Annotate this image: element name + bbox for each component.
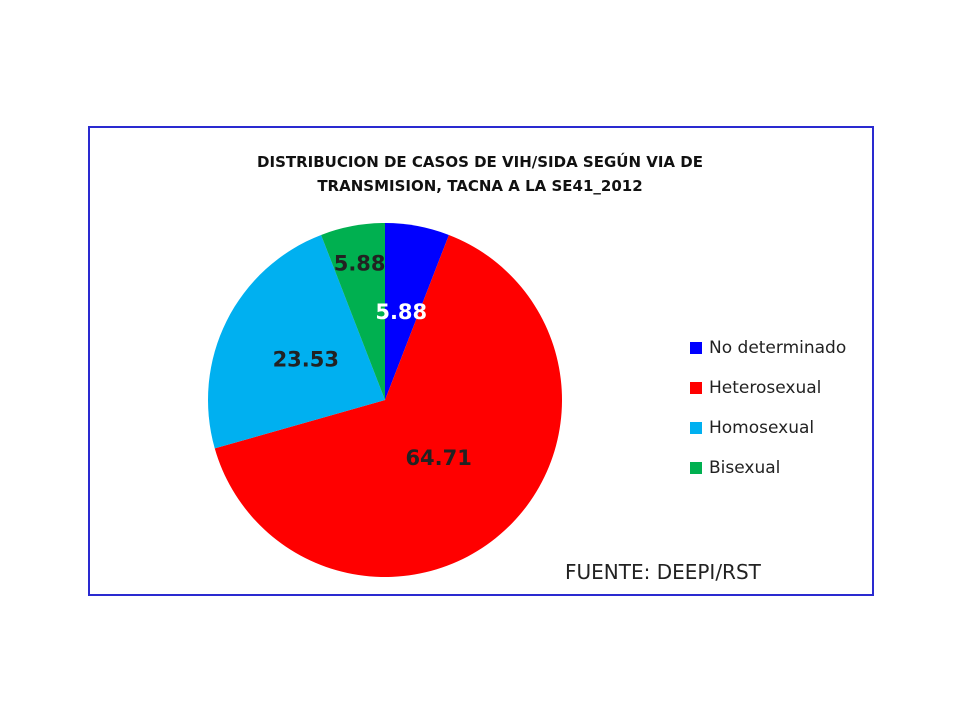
legend-item-no-determinado: No determinado [690,328,846,368]
legend-label-homosexual: Homosexual [709,418,815,438]
legend-label-bisexual: Bisexual [709,458,781,478]
pie-slice-bisexual [321,223,385,400]
legend-swatch-no-determinado [690,342,702,354]
data-label-homosexual: 23.53 [273,348,339,372]
chart-title: DISTRIBUCION DE CASOS DE VIH/SIDA SEGÚN … [0,150,960,198]
chart-title-line-2: TRANSMISION, TACNA A LA SE41_2012 [317,177,643,195]
pie-slice-no-determinado [385,223,449,400]
pie-slices [208,223,562,577]
legend-swatch-homosexual [690,422,702,434]
legend-swatch-bisexual [690,462,702,474]
pie-slice-heterosexual [214,234,562,577]
pie-slice-homosexual [208,234,385,449]
chart-title-line-1: DISTRIBUCION DE CASOS DE VIH/SIDA SEGÚN … [257,153,703,171]
legend-item-bisexual: Bisexual [690,448,846,488]
legend-item-homosexual: Homosexual [690,408,846,448]
legend-item-heterosexual: Heterosexual [690,368,846,408]
source-note: FUENTE: DEEPI/RST [565,560,761,584]
pie-data-labels: 5.88 64.71 23.53 5.88 [273,251,472,470]
legend-label-heterosexual: Heterosexual [709,378,822,398]
data-label-no-determinado: 5.88 [375,300,427,324]
legend-label-no-determinado: No determinado [709,338,847,358]
legend: No determinado Heterosexual Homosexual B… [690,328,846,488]
data-label-heterosexual: 64.71 [405,446,471,470]
legend-swatch-heterosexual [690,382,702,394]
data-label-bisexual: 5.88 [334,251,386,275]
